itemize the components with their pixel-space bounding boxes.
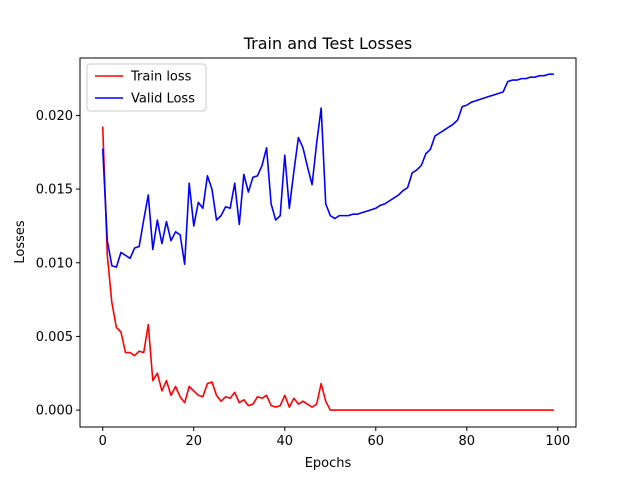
- x-tick-label: 0: [99, 434, 107, 449]
- y-tick-label: 0.005: [36, 330, 73, 345]
- plot-content: 0 20 40 60 80 100 0.000 0.005 0.010 0.015 0.020: [36, 73, 570, 449]
- series-line-1: [101, 73, 555, 268]
- y-tick-label: 0.000: [36, 404, 73, 419]
- plot-frame: [79, 57, 577, 428]
- y-axis-label: Losses: [13, 220, 28, 264]
- x-axis-label: Epochs: [305, 456, 352, 471]
- y-tick-label: 0.015: [36, 183, 73, 198]
- x-tick-label: 40: [276, 434, 293, 449]
- legend-label-0: Train loss: [130, 70, 192, 85]
- x-tick-label: 20: [185, 434, 202, 449]
- legend-label-1: Valid Loss: [131, 92, 195, 107]
- series-line-0: [101, 126, 555, 411]
- x-tick-label: 60: [368, 434, 385, 449]
- y-tick-label: 0.010: [36, 256, 73, 271]
- y-tick-label: 0.020: [36, 109, 73, 124]
- chart-title: Train and Test Losses: [243, 34, 413, 53]
- x-tick-label: 80: [459, 434, 476, 449]
- x-tick-label: 100: [545, 434, 570, 449]
- legend: Train loss Valid Loss: [86, 63, 207, 112]
